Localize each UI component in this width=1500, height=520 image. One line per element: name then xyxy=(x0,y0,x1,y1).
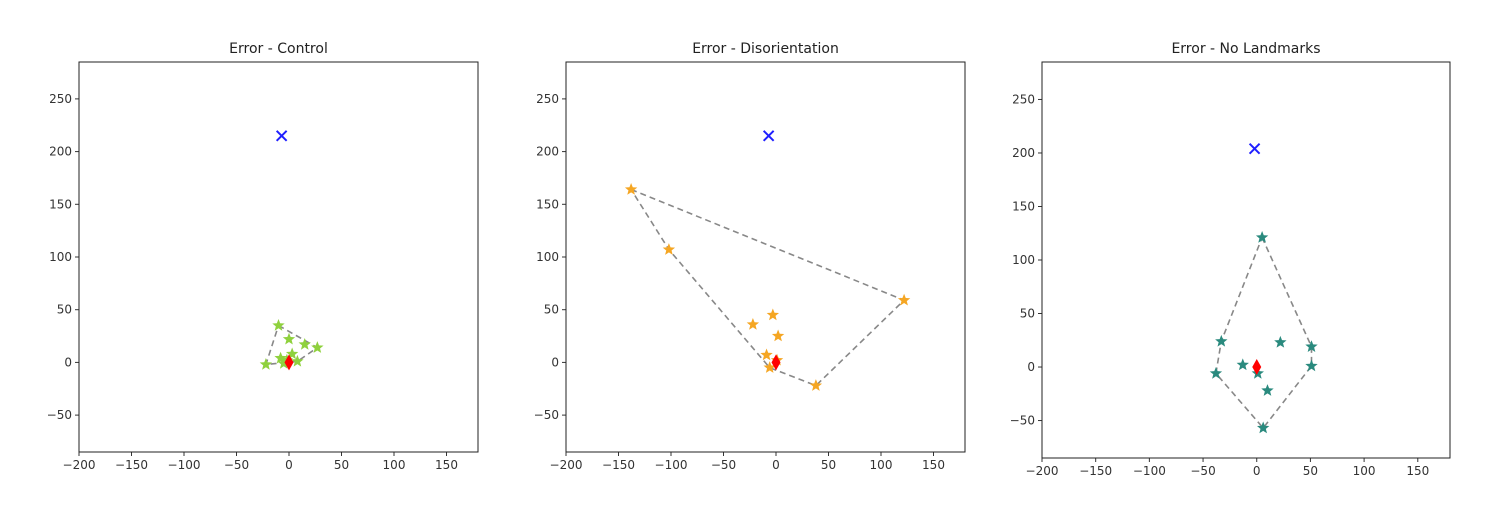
error-hull xyxy=(629,187,906,387)
origin-marker xyxy=(771,354,781,371)
x-tick-label: −100 xyxy=(168,458,201,472)
x-tick-label: −200 xyxy=(1026,464,1059,478)
x-tick-label: 0 xyxy=(285,458,293,472)
x-tick-label: −200 xyxy=(550,458,583,472)
chart-panel-3: Error - No Landmarks −200 −150 −100 −50 0 50 10… xyxy=(1010,41,1451,478)
chart-title: Error - Disorientation xyxy=(692,41,839,57)
y-tick-label: 50 xyxy=(57,303,72,317)
y-tick-label: −50 xyxy=(1010,414,1035,428)
y-tick-label: 0 xyxy=(551,355,559,369)
error-point xyxy=(1255,231,1269,243)
x-tick-label: −150 xyxy=(1079,464,1112,478)
x-tick-label: −100 xyxy=(655,458,688,472)
x-tick-label: 150 xyxy=(922,458,945,472)
x-tick-label: −50 xyxy=(224,458,249,472)
error-point xyxy=(766,308,780,321)
error-point xyxy=(282,332,296,345)
error-point xyxy=(1274,335,1287,348)
target-marker xyxy=(275,130,288,142)
error-point xyxy=(809,379,823,391)
error-point xyxy=(1257,421,1270,434)
error-point xyxy=(662,243,676,255)
y-tick-label: 0 xyxy=(1027,360,1035,374)
error-hull xyxy=(1215,235,1313,430)
y-tick-label: 250 xyxy=(49,92,72,106)
plot-frame xyxy=(565,61,966,453)
y-tick-label: 50 xyxy=(544,303,559,317)
error-point xyxy=(298,337,311,350)
error-point xyxy=(277,356,290,369)
error-point xyxy=(771,329,785,342)
error-point xyxy=(763,361,776,373)
error-point xyxy=(272,319,285,331)
x-tick-label: 50 xyxy=(1303,464,1318,478)
error-point xyxy=(285,347,299,360)
y-tick-label: 100 xyxy=(536,250,559,264)
error-point xyxy=(274,351,287,364)
x-tick-label: 0 xyxy=(772,458,780,472)
chart-title: Error - No Landmarks xyxy=(1171,41,1320,57)
error-point xyxy=(1209,366,1223,379)
y-tick-label: 250 xyxy=(536,92,559,106)
x-tick-label: 50 xyxy=(334,458,349,472)
error-point xyxy=(291,354,304,367)
chart-panel-2: Error - Disorientation −200 −150 −100 −50 0 50… xyxy=(534,41,966,472)
error-point xyxy=(746,317,760,330)
error-point xyxy=(1261,384,1274,396)
error-point xyxy=(760,348,773,361)
y-tick-label: 150 xyxy=(49,197,72,211)
x-tick-label: −100 xyxy=(1133,464,1166,478)
x-tick-label: 100 xyxy=(383,458,406,472)
error-point xyxy=(1236,358,1249,371)
error-point xyxy=(897,293,911,306)
y-tick-label: 150 xyxy=(1012,199,1035,213)
error-point xyxy=(1305,359,1318,372)
x-tick-label: −50 xyxy=(711,458,736,472)
x-tick-label: 50 xyxy=(821,458,836,472)
y-tick-label: 100 xyxy=(1012,253,1035,267)
error-point xyxy=(1215,334,1228,347)
y-tick-label: 0 xyxy=(64,355,72,369)
y-tick-label: −50 xyxy=(534,408,559,422)
plot-frame xyxy=(78,61,479,453)
y-tick-label: 200 xyxy=(1012,146,1035,160)
x-tick-label: 150 xyxy=(1406,464,1429,478)
x-tick-label: 0 xyxy=(1253,464,1261,478)
origin-marker xyxy=(1252,359,1262,376)
origin-marker xyxy=(284,354,294,371)
chart-panel-1: Error - Control −200 −150 −100 −50 0 50 100 150 −… xyxy=(47,41,479,472)
y-tick-label: 100 xyxy=(49,250,72,264)
x-tick-label: −150 xyxy=(115,458,148,472)
x-tick-label: 100 xyxy=(1353,464,1376,478)
error-point xyxy=(1305,340,1318,352)
plot-frame xyxy=(1041,61,1451,459)
y-tick-label: −50 xyxy=(47,408,72,422)
y-tick-label: 200 xyxy=(536,145,559,159)
x-tick-label: 150 xyxy=(435,458,458,472)
y-tick-label: 250 xyxy=(1012,92,1035,106)
x-tick-label: −200 xyxy=(63,458,96,472)
error-point xyxy=(259,358,273,370)
y-tick-label: 150 xyxy=(536,197,559,211)
x-tick-label: −50 xyxy=(1190,464,1215,478)
target-marker xyxy=(1248,142,1261,155)
error-point xyxy=(311,341,324,353)
x-tick-label: 100 xyxy=(870,458,893,472)
y-tick-label: 200 xyxy=(49,145,72,159)
error-point xyxy=(624,183,638,195)
error-hull xyxy=(264,324,319,366)
target-marker xyxy=(762,130,775,142)
y-tick-label: 50 xyxy=(1020,307,1035,321)
chart-title: Error - Control xyxy=(229,41,328,57)
x-tick-label: −150 xyxy=(602,458,635,472)
